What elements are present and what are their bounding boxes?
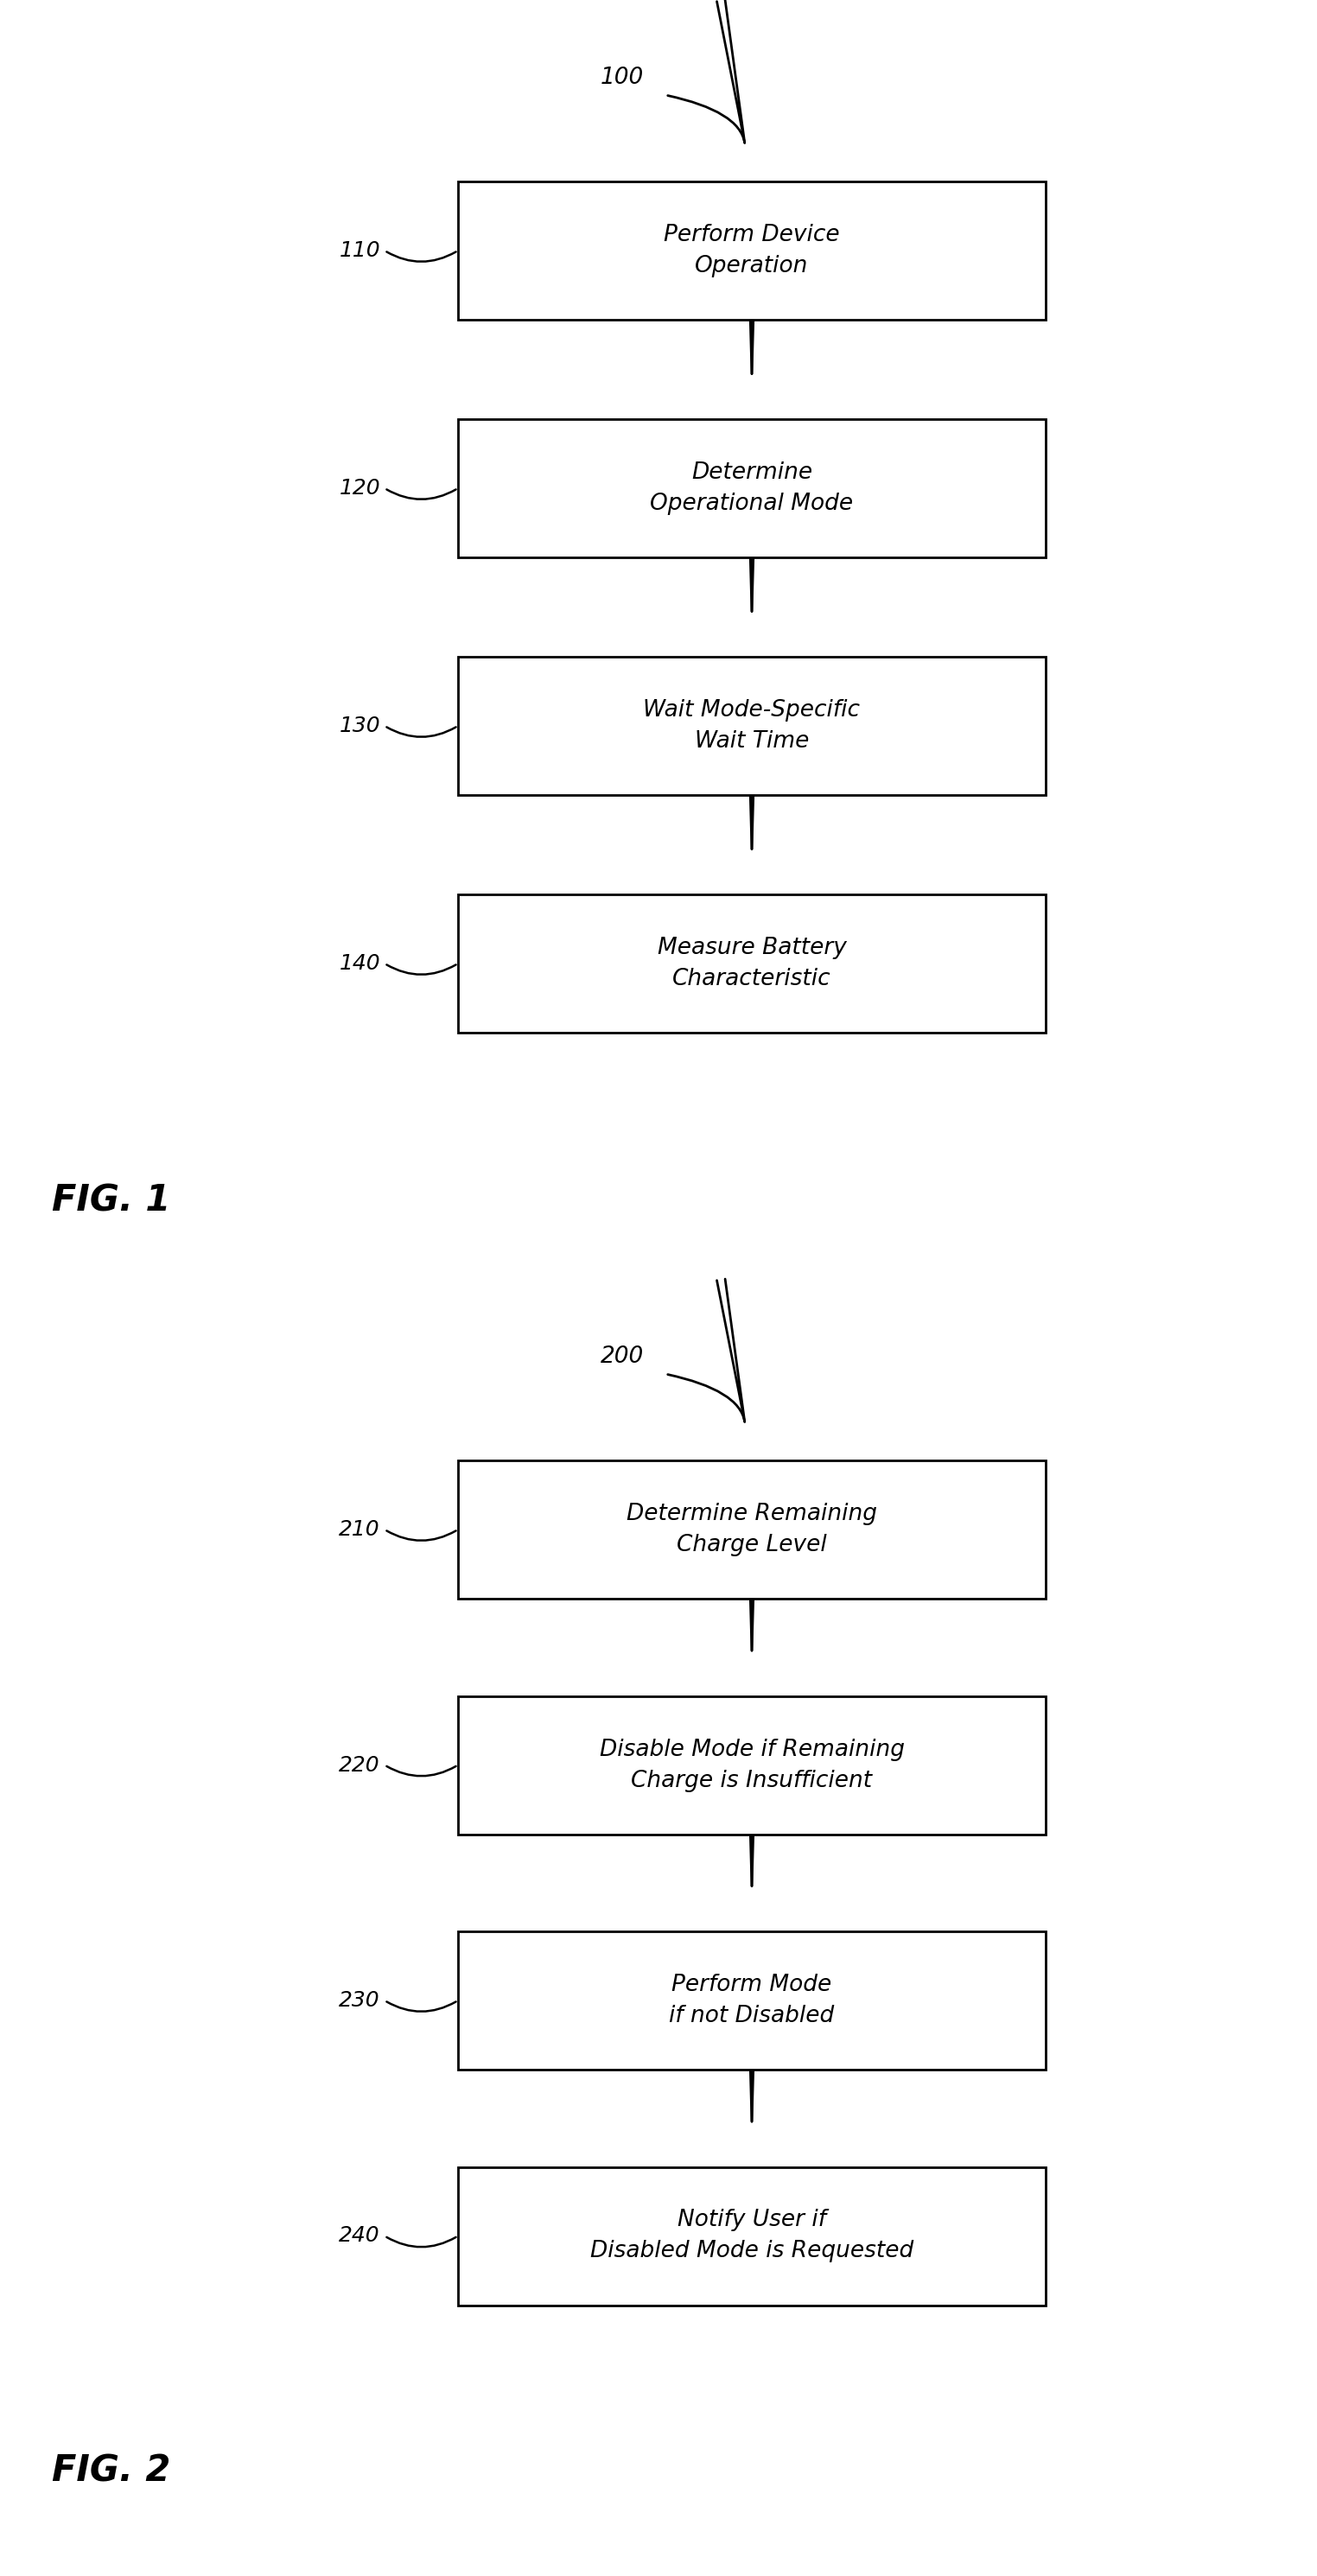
Text: Determine Remaining
Charge Level: Determine Remaining Charge Level	[627, 1502, 877, 1556]
Text: Wait Mode-Specific
Wait Time: Wait Mode-Specific Wait Time	[644, 698, 860, 752]
Text: 110: 110	[338, 240, 381, 260]
Text: 240: 240	[338, 2226, 381, 2246]
Text: 230: 230	[338, 1991, 381, 2012]
Text: Perform Device
Operation: Perform Device Operation	[664, 224, 840, 278]
Text: 140: 140	[338, 953, 381, 974]
Bar	[458, 420, 1046, 556]
Bar	[458, 894, 1046, 1033]
Text: Measure Battery
Characteristic: Measure Battery Characteristic	[657, 938, 847, 989]
Text: Perform Mode
if not Disabled: Perform Mode if not Disabled	[669, 1973, 835, 2027]
Text: 120: 120	[338, 479, 381, 500]
Text: 100: 100	[601, 67, 644, 90]
Bar	[458, 1695, 1046, 1834]
Text: Disable Mode if Remaining
Charge is Insufficient: Disable Mode if Remaining Charge is Insu…	[599, 1739, 905, 1793]
Text: Notify User if
Disabled Mode is Requested: Notify User if Disabled Mode is Requeste…	[590, 2210, 914, 2262]
Bar	[458, 657, 1046, 796]
Bar	[458, 1461, 1046, 1600]
Text: 130: 130	[338, 716, 381, 737]
Bar	[458, 180, 1046, 319]
Text: Determine
Operational Mode: Determine Operational Mode	[651, 461, 853, 515]
Text: FIG. 1: FIG. 1	[51, 1182, 171, 1218]
Text: 210: 210	[338, 1520, 381, 1540]
Text: 200: 200	[601, 1345, 644, 1368]
Text: 220: 220	[338, 1754, 381, 1775]
Text: FIG. 2: FIG. 2	[51, 2452, 171, 2488]
Bar	[458, 2166, 1046, 2306]
Bar	[458, 1932, 1046, 2069]
